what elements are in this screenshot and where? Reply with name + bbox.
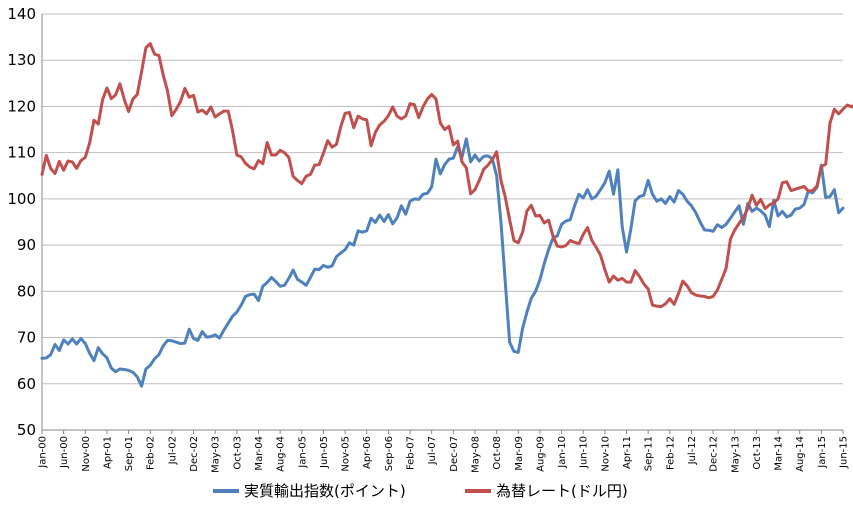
series-line-2 bbox=[40, 42, 853, 309]
x-tick-label: Jul-02 bbox=[167, 436, 178, 465]
x-tick-label: Aug-14 bbox=[795, 436, 806, 472]
x-tick-label: Sep-11 bbox=[644, 436, 655, 471]
x-tick-label: Nov-10 bbox=[600, 436, 611, 472]
y-tick-label: 120 bbox=[7, 97, 36, 115]
x-tick-label: Apr-11 bbox=[622, 436, 633, 469]
x-tick-label: Jun-15 bbox=[839, 436, 850, 469]
x-tick-label: Jun-00 bbox=[59, 436, 70, 469]
y-tick-label: 130 bbox=[7, 51, 36, 69]
x-tick-label: Jan-10 bbox=[557, 436, 568, 469]
x-tick-label: Dec-02 bbox=[189, 436, 200, 472]
x-tick-label: Feb-07 bbox=[406, 436, 417, 470]
y-tick-label: 70 bbox=[17, 329, 36, 347]
x-tick-label: Mar-09 bbox=[514, 436, 525, 471]
x-tick-label: Mar-04 bbox=[254, 436, 265, 471]
x-tick-label: Aug-04 bbox=[276, 436, 287, 472]
x-tick-label: Oct-03 bbox=[232, 436, 243, 470]
x-tick-label: May-03 bbox=[211, 436, 222, 473]
x-tick-label: Mar-14 bbox=[774, 436, 785, 471]
x-tick-label: Apr-06 bbox=[362, 436, 373, 469]
x-tick-label: Jun-05 bbox=[319, 436, 330, 469]
x-tick-label: Sep-06 bbox=[384, 436, 395, 471]
x-tick-label: Feb-12 bbox=[665, 436, 676, 470]
gridlines bbox=[42, 13, 843, 431]
x-tick-label: Aug-09 bbox=[535, 436, 546, 472]
x-tick-label: Apr-01 bbox=[102, 436, 113, 469]
x-tick-label: Jun-10 bbox=[579, 436, 590, 469]
legend-label: 実質輸出指数(ポイント) bbox=[244, 482, 406, 500]
series-line-1 bbox=[40, 137, 845, 388]
x-tick-label: May-13 bbox=[730, 436, 741, 473]
y-tick-label: 50 bbox=[17, 421, 36, 439]
x-tick-label: Jul-07 bbox=[427, 436, 438, 465]
y-tick-label: 110 bbox=[7, 144, 36, 162]
y-tick-label: 80 bbox=[17, 282, 36, 300]
x-tick-label: Sep-01 bbox=[124, 436, 135, 471]
y-tick-label: 140 bbox=[7, 5, 36, 23]
axes: 50 60 70 80 90 100 110 120 130 140 Jan-00 Jun-00 Nov… bbox=[7, 5, 849, 473]
legend: 実質輸出指数(ポイント) 為替レート(ドル円) bbox=[213, 482, 628, 500]
x-tick-label: Feb-02 bbox=[146, 436, 157, 470]
series-lines bbox=[40, 42, 853, 388]
x-tick-label: Jan-00 bbox=[38, 436, 49, 469]
x-tick-label: Oct-08 bbox=[492, 436, 503, 470]
y-tick-label: 90 bbox=[17, 236, 36, 254]
x-tick-label: Nov-05 bbox=[341, 436, 352, 472]
x-tick-label: Dec-07 bbox=[449, 436, 460, 472]
x-tick-label: Jul-12 bbox=[687, 436, 698, 465]
x-tick-label: Nov-00 bbox=[81, 436, 92, 472]
x-tick-label: Jan-05 bbox=[297, 436, 308, 469]
x-tick-label: Oct-13 bbox=[752, 436, 763, 470]
legend-label: 為替レート(ドル円) bbox=[496, 482, 628, 500]
x-tick-label: Jan-15 bbox=[817, 436, 828, 469]
y-tick-label: 60 bbox=[17, 375, 36, 393]
x-tick-label: May-08 bbox=[470, 436, 481, 473]
y-tick-label: 100 bbox=[7, 190, 36, 208]
x-tick-label: Dec-12 bbox=[709, 436, 720, 472]
